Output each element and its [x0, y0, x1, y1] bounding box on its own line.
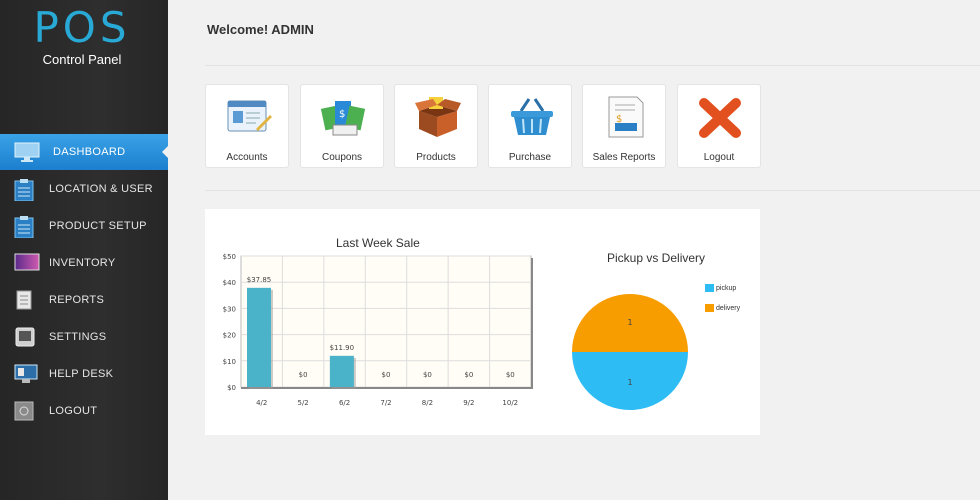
charts-panel: Last Week Sale $0 $10 $20 $30 $40 $50 $37.85 4/… [205, 209, 760, 435]
sidebar-item-label: SETTINGS [49, 330, 107, 343]
sidebar-item-reports[interactable]: REPORTS [0, 281, 168, 318]
accounts-icon [226, 95, 272, 139]
y-tick-label: $0 [227, 384, 236, 392]
sidebar-item-label: INVENTORY [49, 256, 116, 269]
pie-data-label: 1 [627, 318, 632, 327]
pie-chart: 11 [572, 294, 688, 410]
bar-chart-title: Last Week Sale [336, 236, 420, 250]
logo-subtitle: Control Panel [42, 52, 122, 67]
products-box-icon [415, 95, 461, 139]
pie-slice-delivery [572, 294, 688, 352]
data-label: $37.85 [247, 276, 272, 284]
logout-x-icon [698, 95, 741, 139]
monitor-icon [14, 142, 40, 162]
welcome-text: Welcome! ADMIN [207, 22, 314, 37]
basket-icon [509, 95, 553, 139]
bar-chart: $0 $10 $20 $30 $40 $50 $37.85 4/2 $0 5/2 $11.90 6/2… [223, 253, 533, 407]
sidebar-item-label: LOGOUT [49, 404, 98, 417]
bar [329, 355, 354, 387]
document-icon [14, 290, 36, 310]
sidebar-nav: DASHBOARD LOCATION & USER PRODUCT SETUP … [0, 134, 169, 429]
x-tick-label: 4/2 [256, 399, 267, 407]
coupons-tile[interactable]: $ Coupons [300, 84, 384, 168]
x-tick-label: 7/2 [380, 399, 391, 407]
sidebar-item-label: REPORTS [49, 293, 105, 306]
tile-label: Purchase [508, 152, 552, 163]
tile-label: Accounts [226, 152, 268, 163]
sidebar-item-location-user[interactable]: LOCATION & USER [0, 170, 168, 207]
safe-icon [14, 401, 36, 421]
sidebar-item-help-desk[interactable]: HELP DESK [0, 355, 168, 392]
coupons-icon: $ [320, 95, 366, 139]
sidebar-item-label: DASHBOARD [53, 146, 126, 158]
sidebar: POS Control Panel DASHBOARD LOCATION & U… [0, 0, 169, 500]
pie-slice-pickup [572, 352, 688, 410]
tile-label: Coupons [321, 152, 363, 163]
data-label: $11.90 [330, 344, 355, 352]
device-icon [14, 327, 36, 347]
legend-item-delivery: delivery [705, 304, 740, 312]
legend-label: pickup [716, 284, 737, 292]
y-tick-label: $10 [223, 358, 236, 366]
purchase-tile[interactable]: Purchase [488, 84, 572, 168]
legend-item-pickup: pickup [705, 284, 736, 292]
logo-text: POS [33, 3, 131, 52]
sales-report-icon: $ [603, 95, 645, 139]
tile-label: Sales Reports [592, 152, 656, 163]
x-tick-label: 10/2 [502, 399, 518, 407]
legend-swatch [705, 304, 714, 312]
data-label: $0 [506, 371, 515, 379]
y-tick-label: $50 [223, 253, 236, 261]
sidebar-item-product-setup[interactable]: PRODUCT SETUP [0, 207, 168, 244]
computer-icon [14, 364, 38, 384]
accounts-tile[interactable]: Accounts [205, 84, 289, 168]
svg-text:$: $ [616, 114, 622, 125]
y-tick-label: $40 [223, 279, 236, 287]
sidebar-item-logout[interactable]: LOGOUT [0, 392, 168, 429]
y-tick-label: $20 [223, 332, 236, 340]
data-label: $0 [299, 371, 308, 379]
tile-label: Products [416, 152, 456, 163]
logout-tile[interactable]: Logout [677, 84, 761, 168]
data-label: $0 [423, 371, 432, 379]
image-icon [14, 253, 40, 273]
pie-chart-title: Pickup vs Delivery [607, 251, 706, 265]
x-tick-label: 8/2 [422, 399, 433, 407]
y-tick-label: $30 [223, 305, 236, 313]
x-tick-label: 6/2 [339, 399, 350, 407]
sidebar-item-label: LOCATION & USER [49, 182, 153, 195]
x-tick-label: 5/2 [298, 399, 309, 407]
divider [205, 65, 980, 66]
data-label: $0 [464, 371, 473, 379]
sidebar-item-settings[interactable]: SETTINGS [0, 318, 168, 355]
logo: POS Control Panel [22, 3, 142, 68]
clipboard-icon [14, 215, 36, 238]
sidebar-item-label: HELP DESK [49, 367, 114, 380]
sales-reports-tile[interactable]: $ Sales Reports [582, 84, 666, 168]
clipboard-icon [14, 178, 36, 201]
tile-label: Logout [703, 152, 735, 163]
products-tile[interactable]: Products [394, 84, 478, 168]
pie-data-label: 1 [627, 378, 632, 387]
divider [205, 190, 980, 191]
sidebar-item-label: PRODUCT SETUP [49, 219, 147, 232]
x-tick-label: 9/2 [463, 399, 474, 407]
sidebar-item-dashboard[interactable]: DASHBOARD [0, 134, 169, 170]
legend-label: delivery [716, 304, 741, 312]
legend-swatch [705, 284, 714, 292]
bar [247, 287, 271, 387]
data-label: $0 [382, 371, 391, 379]
plot-area [240, 255, 532, 388]
sidebar-item-inventory[interactable]: INVENTORY [0, 244, 168, 281]
svg-text:$: $ [339, 109, 345, 120]
